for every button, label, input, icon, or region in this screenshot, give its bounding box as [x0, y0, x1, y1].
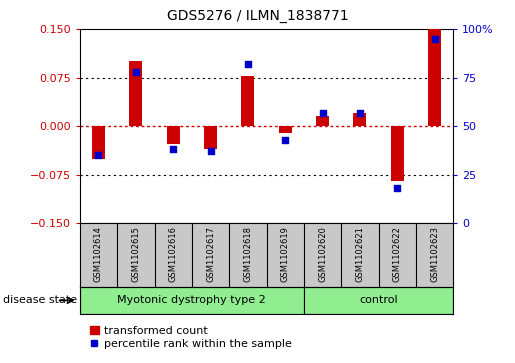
- Text: GSM1102623: GSM1102623: [430, 227, 439, 282]
- Bar: [242, 76, 254, 126]
- Text: GSM1102616: GSM1102616: [169, 227, 178, 282]
- Text: disease state: disease state: [3, 295, 77, 305]
- Text: control: control: [359, 295, 398, 305]
- Text: GSM1102621: GSM1102621: [355, 227, 364, 282]
- Bar: [428, 29, 441, 126]
- Text: GSM1102614: GSM1102614: [94, 227, 103, 282]
- Text: GSM1102618: GSM1102618: [244, 227, 252, 282]
- Bar: [279, 126, 291, 132]
- Bar: [129, 61, 142, 126]
- Text: GSM1102619: GSM1102619: [281, 227, 289, 282]
- Point: [132, 69, 140, 75]
- Bar: [204, 126, 217, 149]
- Point: [356, 110, 364, 115]
- Point: [244, 61, 252, 67]
- Point: [393, 185, 401, 191]
- Text: GSM1102617: GSM1102617: [206, 227, 215, 282]
- Bar: [80, 287, 304, 314]
- Point: [431, 36, 439, 42]
- Text: GSM1102620: GSM1102620: [318, 227, 327, 282]
- Bar: [391, 126, 404, 181]
- Bar: [167, 126, 180, 144]
- Bar: [353, 113, 366, 126]
- Text: GSM1102615: GSM1102615: [131, 227, 140, 282]
- Point: [207, 148, 215, 154]
- Point: [94, 152, 102, 158]
- Bar: [92, 126, 105, 159]
- Point: [318, 110, 327, 115]
- Point: [169, 147, 177, 152]
- Text: Myotonic dystrophy type 2: Myotonic dystrophy type 2: [117, 295, 266, 305]
- Point: [281, 137, 289, 143]
- Bar: [316, 117, 329, 126]
- Bar: [304, 287, 453, 314]
- Text: GDS5276 / ILMN_1838771: GDS5276 / ILMN_1838771: [167, 9, 348, 23]
- Text: GSM1102622: GSM1102622: [393, 227, 402, 282]
- Legend: transformed count, percentile rank within the sample: transformed count, percentile rank withi…: [85, 322, 297, 354]
